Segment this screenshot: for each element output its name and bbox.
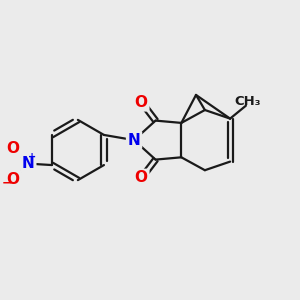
Text: O: O xyxy=(135,95,148,110)
Text: N: N xyxy=(22,156,35,171)
Text: N: N xyxy=(128,133,140,148)
Text: O: O xyxy=(7,141,20,156)
Text: −: − xyxy=(1,176,12,189)
Text: +: + xyxy=(28,152,36,162)
Text: O: O xyxy=(7,172,20,187)
Text: CH₃: CH₃ xyxy=(234,95,261,108)
Text: O: O xyxy=(135,170,148,185)
